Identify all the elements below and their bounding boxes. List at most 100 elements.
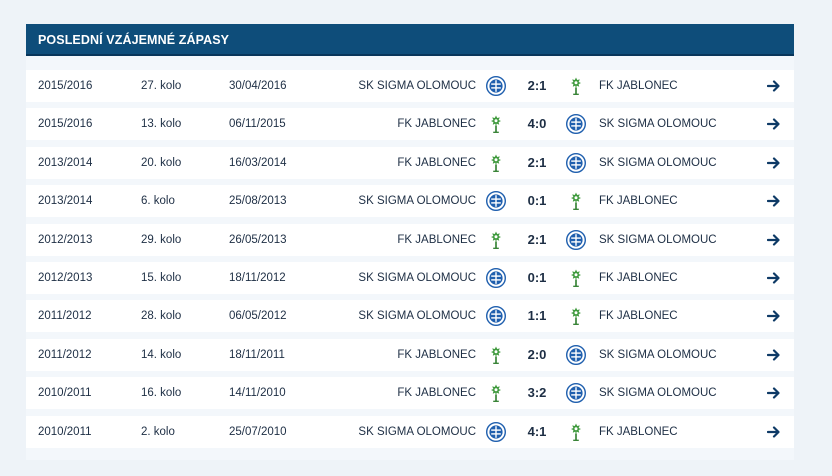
match-date: 26/05/2013	[229, 233, 287, 246]
fk-jablonec-logo-icon	[486, 114, 506, 134]
sigma-olomouc-logo-icon	[486, 267, 506, 288]
arrow-right-icon[interactable]	[767, 348, 781, 362]
fk-jablonec-logo-icon	[566, 306, 586, 326]
match-round: 16. kolo	[141, 387, 182, 400]
match-row[interactable]: 2015/2016 27. kolo 30/04/2016 SK SIGMA O…	[26, 70, 794, 102]
away-team-name: SK SIGMA OLOMOUC	[599, 233, 717, 246]
away-team-name: SK SIGMA OLOMOUC	[599, 387, 717, 400]
match-date: 18/11/2011	[229, 348, 285, 361]
match-row[interactable]: 2011/2012 14. kolo 18/11/2011 FK JABLONE…	[26, 338, 794, 371]
match-date: 18/11/2012	[229, 271, 286, 284]
home-team-name: SK SIGMA OLOMOUC	[358, 195, 476, 208]
head-to-head-panel: POSLEDNÍ VZÁJEMNÉ ZÁPASY 2015/2016 27. k…	[26, 24, 794, 460]
match-score: 3:2	[527, 385, 547, 401]
arrow-right-icon[interactable]	[767, 425, 781, 439]
fk-jablonec-logo-icon	[566, 76, 586, 96]
match-season: 2015/2016	[38, 118, 93, 131]
match-list: 2015/2016 27. kolo 30/04/2016 SK SIGMA O…	[26, 70, 794, 454]
home-team-name: FK JABLONEC	[397, 118, 476, 131]
match-round: 14. kolo	[141, 348, 182, 361]
match-date: 06/05/2012	[229, 310, 287, 323]
arrow-right-icon[interactable]	[767, 271, 781, 285]
sigma-olomouc-logo-icon	[566, 229, 586, 250]
match-round: 6. kolo	[141, 195, 175, 208]
away-team-name: SK SIGMA OLOMOUC	[599, 348, 717, 361]
match-round: 13. kolo	[141, 118, 182, 131]
away-team-name: FK JABLONEC	[599, 80, 678, 92]
arrow-right-icon[interactable]	[767, 233, 781, 247]
match-score: 4:0	[527, 116, 547, 132]
panel-title: POSLEDNÍ VZÁJEMNÉ ZÁPASY	[26, 24, 794, 56]
sigma-olomouc-logo-icon	[566, 114, 586, 135]
arrow-right-icon[interactable]	[767, 194, 781, 208]
sigma-olomouc-logo-icon	[486, 76, 506, 96]
sigma-olomouc-logo-icon	[486, 421, 506, 442]
match-row[interactable]: 2013/2014 20. kolo 16/03/2014 FK JABLONE…	[26, 146, 794, 179]
match-score: 0:1	[527, 269, 547, 285]
sigma-olomouc-logo-icon	[566, 383, 586, 404]
fk-jablonec-logo-icon	[486, 383, 506, 403]
match-season: 2013/2014	[38, 156, 93, 169]
home-team-name: FK JABLONEC	[397, 156, 476, 169]
match-round: 2. kolo	[141, 425, 175, 438]
match-round: 27. kolo	[141, 80, 182, 92]
fk-jablonec-logo-icon	[486, 345, 506, 365]
match-round: 28. kolo	[141, 310, 182, 323]
match-season: 2012/2013	[38, 271, 93, 284]
away-team-name: FK JABLONEC	[599, 310, 678, 323]
match-score: 0:1	[527, 193, 547, 209]
away-team-name: FK JABLONEC	[599, 195, 678, 208]
match-season: 2010/2011	[38, 425, 92, 438]
away-team-name: FK JABLONEC	[599, 271, 678, 284]
away-team-name: SK SIGMA OLOMOUC	[599, 118, 717, 131]
match-score: 1:1	[527, 308, 547, 324]
fk-jablonec-logo-icon	[566, 422, 586, 442]
home-team-name: FK JABLONEC	[397, 348, 476, 361]
match-row[interactable]: 2012/2013 29. kolo 26/05/2013 FK JABLONE…	[26, 223, 794, 256]
match-row[interactable]: 2010/2011 2. kolo 25/07/2010 SK SIGMA OL…	[26, 415, 794, 448]
match-score: 4:1	[527, 423, 547, 439]
home-team-name: SK SIGMA OLOMOUC	[358, 310, 476, 323]
match-row[interactable]: 2013/2014 6. kolo 25/08/2013 SK SIGMA OL…	[26, 185, 794, 218]
arrow-right-icon[interactable]	[767, 386, 781, 400]
away-team-name: SK SIGMA OLOMOUC	[599, 156, 717, 169]
arrow-right-icon[interactable]	[767, 79, 781, 93]
arrow-right-icon[interactable]	[767, 117, 781, 131]
match-round: 15. kolo	[141, 271, 182, 284]
fk-jablonec-logo-icon	[566, 268, 586, 288]
arrow-right-icon[interactable]	[767, 309, 781, 323]
match-round: 20. kolo	[141, 156, 182, 169]
fk-jablonec-logo-icon	[486, 153, 506, 173]
match-date: 25/07/2010	[229, 425, 287, 438]
fk-jablonec-logo-icon	[486, 230, 506, 250]
match-season: 2013/2014	[38, 195, 93, 208]
home-team-name: FK JABLONEC	[397, 387, 476, 400]
home-team-name: SK SIGMA OLOMOUC	[358, 425, 476, 438]
match-season: 2011/2012	[38, 310, 92, 323]
home-team-name: SK SIGMA OLOMOUC	[358, 80, 476, 92]
match-date: 06/11/2015	[229, 118, 286, 131]
match-score: 2:0	[527, 346, 547, 362]
match-row[interactable]: 2015/2016 13. kolo 06/11/2015 FK JABLONE…	[26, 108, 794, 141]
match-row[interactable]: 2011/2012 28. kolo 06/05/2012 SK SIGMA O…	[26, 300, 794, 333]
match-score: 2:1	[527, 154, 547, 170]
match-round: 29. kolo	[141, 233, 182, 246]
sigma-olomouc-logo-icon	[566, 152, 586, 173]
match-season: 2012/2013	[38, 233, 93, 246]
home-team-name: FK JABLONEC	[397, 233, 476, 246]
match-season: 2011/2012	[38, 348, 92, 361]
match-date: 14/11/2010	[229, 387, 286, 400]
away-team-name: FK JABLONEC	[599, 425, 678, 438]
match-season: 2010/2011	[38, 387, 92, 400]
match-row[interactable]: 2012/2013 15. kolo 18/11/2012 SK SIGMA O…	[26, 261, 794, 294]
match-score: 2:1	[527, 78, 547, 93]
sigma-olomouc-logo-icon	[486, 306, 506, 327]
match-date: 25/08/2013	[229, 195, 287, 208]
match-season: 2015/2016	[38, 80, 93, 92]
arrow-right-icon[interactable]	[767, 156, 781, 170]
match-date: 16/03/2014	[229, 156, 287, 169]
match-score: 2:1	[527, 231, 547, 247]
match-row[interactable]: 2010/2011 16. kolo 14/11/2010 FK JABLONE…	[26, 377, 794, 410]
match-date: 30/04/2016	[229, 80, 287, 92]
sigma-olomouc-logo-icon	[566, 344, 586, 365]
